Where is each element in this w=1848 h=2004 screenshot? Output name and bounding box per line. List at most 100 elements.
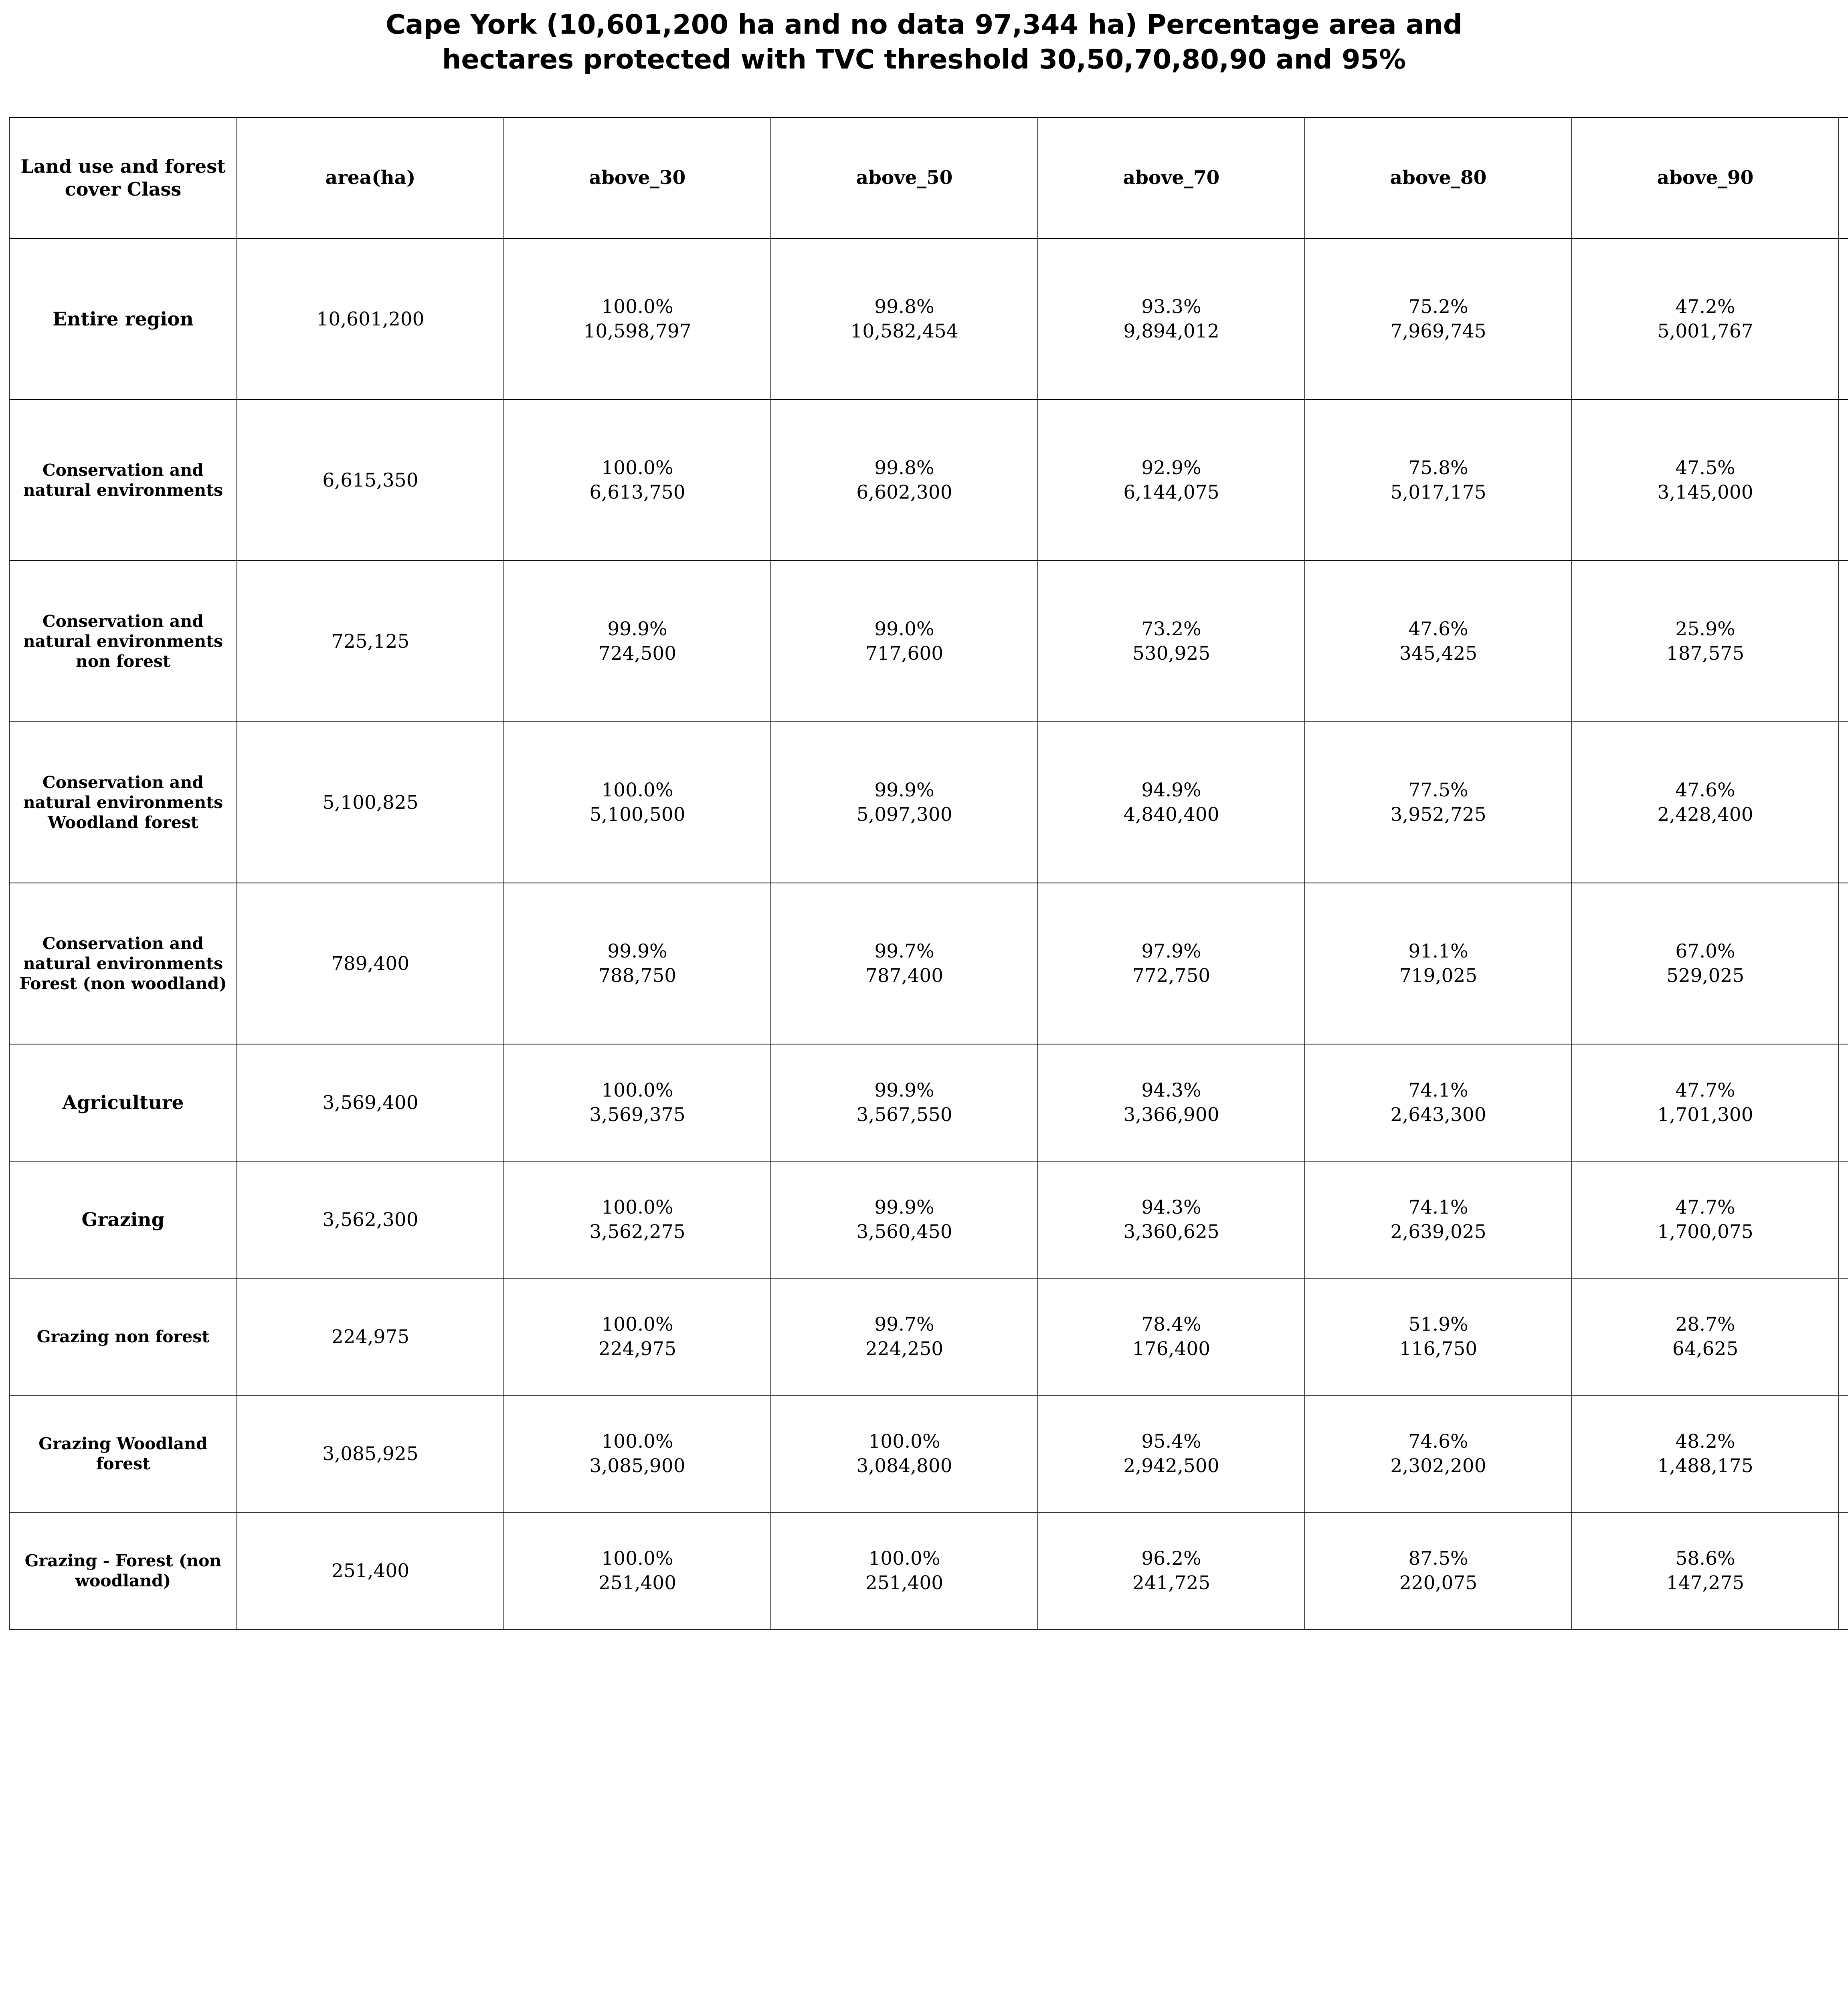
cell-percent: 100.0% — [601, 1547, 673, 1570]
cell-hectares: 719,025 — [1399, 965, 1478, 987]
row-label: Conservation and natural environments Wo… — [9, 721, 237, 884]
cell-area-ha: 725,125 — [237, 560, 504, 723]
page-title: Cape York (10,601,200 ha and no data 97,… — [0, 0, 1848, 77]
cell-hectares: 921,900 — [1839, 1103, 1848, 1127]
cell-hectares: 24,800 — [1839, 1337, 1848, 1361]
report-table-container: Land use and forest cover Class area(ha)… — [0, 117, 1848, 1630]
cell-hectares: 224,250 — [865, 1338, 944, 1360]
cell-hectares: 788,750 — [598, 965, 677, 987]
cell-percent: 94.3% — [1141, 1079, 1201, 1102]
cell-hectares: 2,643,300 — [1390, 1104, 1486, 1126]
cell-hectares: 5,017,175 — [1390, 481, 1486, 504]
cell-threshold-above_30: 100.0% 5,100,500 — [503, 721, 771, 884]
cell-threshold-above_50: 99.8% 6,602,300 — [770, 399, 1038, 562]
cell-threshold-above_80: 87.5% 220,075 — [1304, 1512, 1572, 1630]
cell-threshold-above_50: 99.7% 787,400 — [770, 883, 1038, 1045]
table-row: Agriculture 3,569,400 100.0% 3,569,375 99.9%… — [9, 1044, 1848, 1162]
cell-hectares: 2,428,400 — [1657, 804, 1753, 826]
cell-threshold-above_95: 11.0%24,800 — [1838, 1278, 1848, 1396]
cell-threshold-above_80: 74.1% 2,639,025 — [1304, 1161, 1572, 1279]
cell-hectares: 1,700,075 — [1657, 1221, 1753, 1243]
cell-percent: 78.4% — [1141, 1313, 1201, 1336]
table-row: Grazing - Forest (non woodland) 251,400 10… — [9, 1512, 1848, 1630]
cell-hectares: 10,598,797 — [583, 320, 691, 343]
cell-threshold-above_80: 75.8% 5,017,175 — [1304, 399, 1572, 562]
cell-hectares: 530,925 — [1132, 642, 1211, 665]
col-header-above-50: above_50 — [770, 117, 1038, 239]
cell-threshold-above_50: 99.9% 3,567,550 — [770, 1044, 1038, 1162]
cell-threshold-above_50: 100.0% 251,400 — [770, 1512, 1038, 1630]
cell-percent: 100.0% — [868, 1547, 940, 1570]
cell-hectares: 724,500 — [598, 642, 677, 665]
row-label: Grazing - Forest (non woodland) — [9, 1512, 237, 1630]
cell-hectares: 9,894,012 — [1123, 320, 1219, 343]
cell-percent: 67.0% — [1675, 940, 1735, 963]
cell-threshold-above_95: 19.4%48,700 — [1838, 1512, 1848, 1630]
cell-threshold-above_95: 26.1%1,729,225 — [1838, 399, 1848, 562]
cell-area-ha: 10,601,200 — [237, 238, 504, 400]
cell-hectares: 3,567,550 — [856, 1104, 952, 1126]
cell-percent: 48.2% — [1675, 1430, 1735, 1453]
cell-percent: 11.0% — [1839, 1312, 1848, 1337]
cell-percent: 97.9% — [1141, 940, 1201, 963]
cell-hectares: 1,383,925 — [1839, 802, 1848, 827]
cell-hectares: 248,750 — [1839, 964, 1848, 988]
row-label: Conservation and natural environments Fo… — [9, 883, 237, 1045]
col-header-class: Land use and forest cover Class — [9, 117, 237, 239]
cell-hectares: 6,613,750 — [589, 481, 685, 504]
cell-percent: 19.4% — [1839, 1546, 1848, 1571]
cell-area-ha: 3,569,400 — [237, 1044, 504, 1162]
cell-hectares: 3,366,900 — [1123, 1104, 1219, 1126]
cell-hectares: 116,750 — [1399, 1338, 1478, 1360]
cell-percent: 100.0% — [868, 1430, 940, 1453]
cell-percent: 94.3% — [1141, 1196, 1201, 1219]
cell-percent: 13.3% — [1839, 617, 1848, 641]
cell-threshold-above_30: 100.0% 3,085,900 — [503, 1395, 771, 1513]
cell-threshold-above_50: 99.8% 10,582,454 — [770, 238, 1038, 400]
cell-threshold-above_90: 47.7% 1,700,075 — [1571, 1161, 1839, 1279]
cell-hectares: 1,701,300 — [1657, 1104, 1753, 1126]
cell-hectares: 6,602,300 — [856, 481, 952, 504]
cell-area-ha: 5,100,825 — [237, 721, 504, 884]
cell-percent: 47.7% — [1675, 1079, 1735, 1102]
cell-threshold-above_30: 100.0% 3,562,275 — [503, 1161, 771, 1279]
cell-threshold-above_70: 97.9% 772,750 — [1037, 883, 1305, 1045]
cell-percent: 100.0% — [601, 457, 673, 479]
cell-percent: 99.8% — [874, 457, 934, 479]
cell-hectares: 176,400 — [1132, 1338, 1211, 1360]
row-label: Agriculture — [9, 1044, 237, 1162]
header-row: Land use and forest cover Class area(ha)… — [9, 117, 1848, 239]
cell-area-ha: 224,975 — [237, 1278, 504, 1396]
cell-threshold-above_95: 25.7%2,724,732 — [1838, 238, 1848, 400]
cell-threshold-above_90: 58.6% 147,275 — [1571, 1512, 1839, 1630]
cell-area-ha: 3,562,300 — [237, 1161, 504, 1279]
cell-hectares: 7,969,745 — [1390, 320, 1486, 343]
cell-hectares: 2,724,732 — [1839, 319, 1848, 343]
cell-area-ha: 6,615,350 — [237, 399, 504, 562]
cell-hectares: 921,475 — [1839, 1220, 1848, 1244]
cell-threshold-above_95: 27.1%1,383,925 — [1838, 721, 1848, 884]
cell-percent: 25.9% — [1839, 1195, 1848, 1220]
cell-hectares: 4,840,400 — [1123, 804, 1219, 826]
cell-percent: 100.0% — [601, 1430, 673, 1453]
cell-threshold-above_70: 96.2% 241,725 — [1037, 1512, 1305, 1630]
cell-percent: 99.9% — [607, 618, 667, 640]
cell-percent: 99.9% — [607, 940, 667, 963]
cell-threshold-above_80: 47.6% 345,425 — [1304, 560, 1572, 723]
cell-hectares: 2,639,025 — [1390, 1221, 1486, 1243]
col-header-area: area(ha) — [237, 117, 504, 239]
cell-percent: 99.9% — [874, 1196, 934, 1219]
cell-percent: 99.8% — [874, 296, 934, 318]
table-row: Grazing 3,562,300 100.0% 3,562,275 99.9% 3,56… — [9, 1161, 1848, 1279]
row-label: Grazing non forest — [9, 1278, 237, 1396]
land-use-protection-table: Land use and forest cover Class area(ha)… — [9, 117, 1848, 1630]
cell-area-ha: 789,400 — [237, 883, 504, 1045]
row-label: Grazing Woodland forest — [9, 1395, 237, 1513]
cell-threshold-above_70: 94.9% 4,840,400 — [1037, 721, 1305, 884]
cell-percent: 26.1% — [1839, 456, 1848, 480]
col-header-above-95: above_95 — [1838, 117, 1848, 239]
cell-percent: 47.6% — [1408, 618, 1468, 640]
col-header-above-70: above_70 — [1037, 117, 1305, 239]
cell-hectares: 241,725 — [1132, 1572, 1211, 1594]
cell-threshold-above_30: 100.0% 6,613,750 — [503, 399, 771, 562]
